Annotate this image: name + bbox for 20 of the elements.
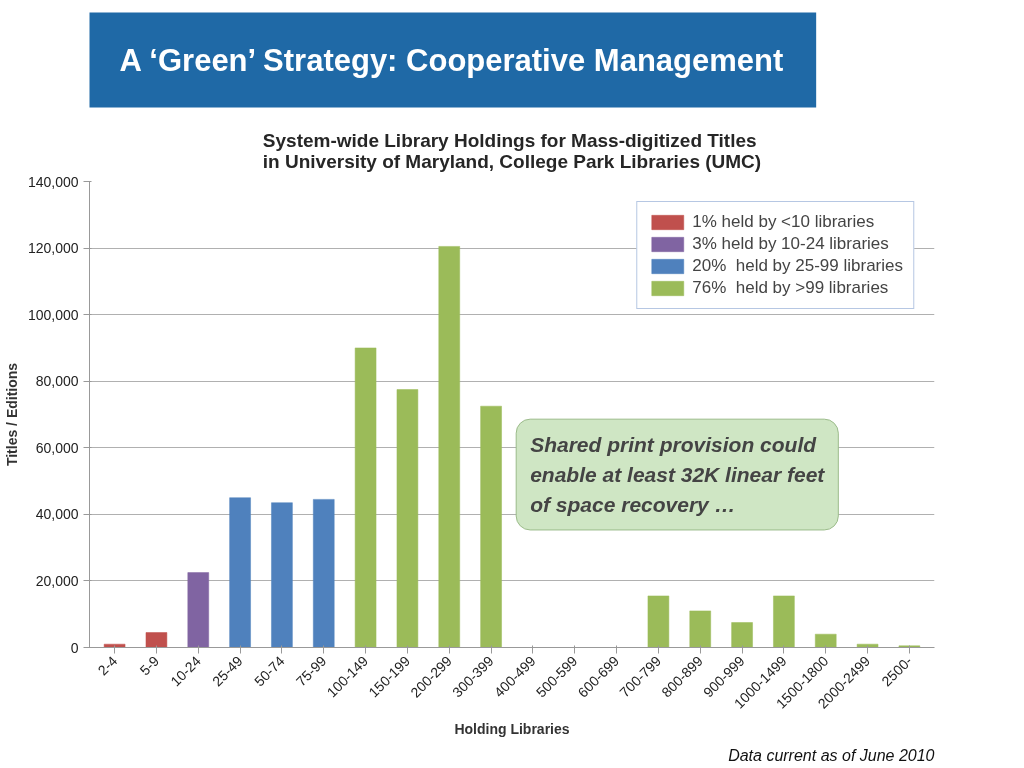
y-tick-label: 100,000 (27, 306, 79, 323)
y-tick-label: 0 (70, 639, 79, 656)
y-tick-label: 60,000 (35, 439, 79, 456)
x-tick-label: 2-4 (94, 652, 121, 679)
legend-label: 20% held by 25-99 libraries (692, 256, 903, 276)
y-axis-title: Titles / Editions (3, 362, 20, 467)
y-tick-label: 80,000 (35, 373, 79, 390)
legend-label: 3% held by 10-24 libraries (692, 234, 889, 254)
chart-subtitle: System-wide Library Holdings for Mass-digitized Titles in University of Maryland, College Park Libraries (UMC) (262, 129, 762, 172)
y-tick-label: 120,000 (27, 240, 79, 257)
x-tick-label: 5-9 (136, 652, 163, 679)
y-tick-label: 40,000 (35, 506, 79, 523)
text: Data current as of June 2010 (728, 746, 935, 764)
annotation: Shared print provision could enable at least 32K linear feet of space recovery … (530, 433, 826, 516)
legend-label: 76% held by >99 libraries (692, 278, 889, 298)
chart-title: A ‘Green’ Strategy: Cooperative Management (119, 42, 784, 78)
y-tick-label: 140,000 (27, 173, 79, 190)
legend-label: 1% held by <10 libraries (692, 212, 875, 232)
y-tick-label: 20,000 (35, 572, 79, 589)
x-axis-title: Holding Libraries (454, 720, 570, 737)
